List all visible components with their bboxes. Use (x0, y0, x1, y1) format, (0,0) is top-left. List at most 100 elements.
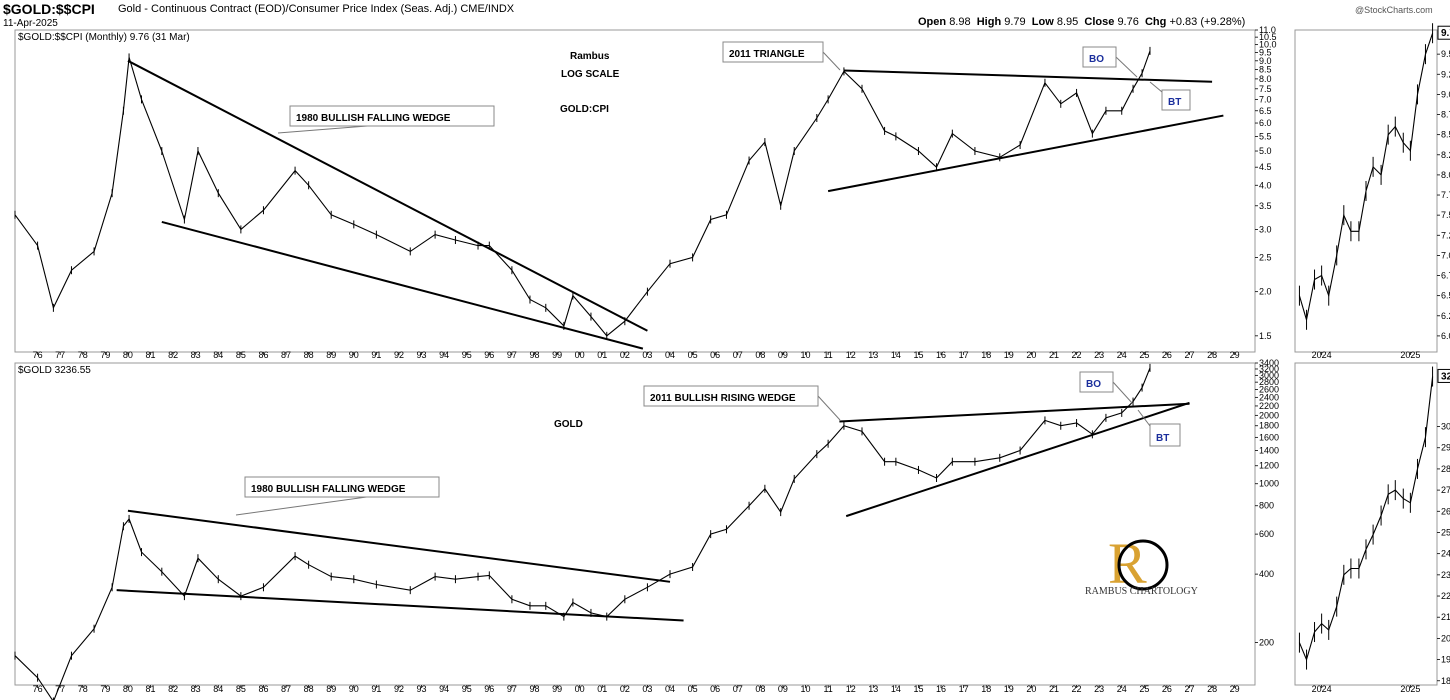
top-x-tick-label-4: 80 (123, 350, 133, 360)
bottom-annotation-bo-box (1079, 371, 1114, 393)
top-x-tick-label-21: 97 (507, 350, 517, 360)
bottom-zoom-y-tick-label-7: 2500 (1441, 527, 1450, 537)
bottom-annotation-bt-pointer (1137, 409, 1151, 427)
top-x-tick-label-10: 86 (258, 350, 268, 360)
bottom-annotation-bo-pointer (1112, 381, 1134, 405)
top-x-tick-label-31: 07 (733, 350, 743, 360)
bottom-x-tick-label-34: 10 (801, 684, 811, 694)
bottom-zoom-y-tick-label-3: 2100 (1441, 612, 1450, 622)
top-x-tick-label-3: 79 (100, 350, 110, 360)
top-zoom-y-tick-label-8: 8.00 (1441, 170, 1450, 180)
bottom-y-tick-label-15: 3200 (1259, 364, 1279, 374)
top-annotation-triangle: 2011 TRIANGLE (729, 49, 805, 60)
top-y-tick-label-5: 4.0 (1259, 180, 1272, 190)
bottom-x-tick-label-31: 07 (733, 684, 743, 694)
top-x-tick-label-22: 98 (529, 350, 539, 360)
top-annotation-triangle-box (722, 41, 824, 63)
top-zoom-last-value: 9.76 (1441, 28, 1450, 39)
open-label: Open (918, 16, 947, 28)
bottom-zoom-y-tick-label-11: 2900 (1441, 443, 1450, 453)
close-label: Close (1084, 16, 1115, 28)
top-annotation-bo-pointer (1115, 56, 1138, 78)
bottom-x-tick-label-9: 85 (236, 684, 246, 694)
bottom-x-tick-label-26: 02 (620, 684, 630, 694)
top-annotation-bt-pointer (1149, 81, 1163, 93)
bottom-x-tick-label-33: 09 (778, 684, 788, 694)
top-x-tick-label-17: 93 (417, 350, 427, 360)
top-x-tick-label-50: 26 (1162, 350, 1172, 360)
top-y-tick-label-2: 2.5 (1259, 252, 1272, 262)
bottom-x-tick-label-0: 76 (33, 684, 43, 694)
top-x-tick-label-1: 77 (55, 350, 65, 360)
bottom-x-tick-label-19: 95 (462, 684, 472, 694)
bottom-annotation-falling-wedge-box (244, 476, 440, 498)
top-zoom-y-tick-label-6: 7.50 (1441, 210, 1450, 220)
top-x-tick-label-24: 00 (575, 350, 585, 360)
top-zoom-y-tick-label-9: 8.25 (1441, 150, 1450, 160)
open-value: 8.98 (949, 16, 971, 28)
top-zoom-x-tick-label-0: 2024 (1312, 350, 1332, 360)
top-x-tick-label-30: 06 (710, 350, 720, 360)
bottom-x-tick-label-23: 99 (552, 684, 562, 694)
top-x-tick-label-34: 10 (801, 350, 811, 360)
bottom-x-tick-label-40: 16 (936, 684, 946, 694)
top-x-tick-label-41: 17 (959, 350, 969, 360)
top-zoom-y-tick-label-4: 7.00 (1441, 250, 1450, 260)
bottom-y-tick-label-5: 1200 (1259, 461, 1279, 471)
bottom-zoom-y-tick-label-1: 1900 (1441, 655, 1450, 665)
top-panel-frame (14, 29, 1256, 353)
top-annotation-bo: BO (1089, 54, 1104, 65)
bottom-y-tick-label-3: 800 (1259, 501, 1274, 511)
low-label: Low (1031, 16, 1054, 28)
bottom-annotation-rising-wedge-pointer (817, 395, 841, 421)
top-zoom-panel-frame (1294, 29, 1438, 353)
top-y-tick-label-12: 7.5 (1259, 84, 1272, 94)
top-triangle-upper-line (843, 69, 1213, 83)
top-x-tick-label-40: 16 (936, 350, 946, 360)
top-x-tick-label-36: 12 (846, 350, 856, 360)
top-zoom-y-tick-label-11: 8.75 (1441, 110, 1450, 120)
top-x-tick-label-14: 90 (349, 350, 359, 360)
bottom-zoom-last-value-box (1437, 368, 1450, 383)
bottom-x-tick-label-14: 90 (349, 684, 359, 694)
bottom-x-tick-label-53: 29 (1230, 684, 1240, 694)
top-x-tick-label-2: 78 (78, 350, 88, 360)
bottom-zoom-y-tick-label-9: 2700 (1441, 485, 1450, 495)
bottom-rising-wedge-lower-line (845, 401, 1190, 518)
chart-description: Gold - Continuous Contract (EOD)/Consume… (118, 3, 515, 15)
logo-ring (1117, 539, 1169, 591)
bottom-x-tick-label-20: 96 (484, 684, 494, 694)
top-y-tick-label-11: 7.0 (1259, 94, 1272, 104)
bottom-x-tick-label-27: 03 (642, 684, 652, 694)
bottom-zoom-y-tick-label-4: 2200 (1441, 591, 1450, 601)
top-annotation-log-scale: LOG SCALE (561, 69, 620, 80)
stockcharts-credit: @StockCharts.com (1355, 5, 1433, 15)
top-x-tick-label-7: 83 (191, 350, 201, 360)
top-zoom-y-tick-label-1: 6.25 (1441, 311, 1450, 321)
top-x-tick-label-47: 23 (1094, 350, 1104, 360)
top-x-tick-label-42: 18 (981, 350, 991, 360)
top-x-tick-label-13: 89 (326, 350, 336, 360)
top-wedge-lower-line (161, 220, 644, 350)
top-x-tick-label-35: 11 (823, 350, 832, 360)
top-annotation-bo-box (1082, 46, 1117, 68)
top-y-tick-label-3: 3.0 (1259, 224, 1272, 234)
bottom-legend: $GOLD 3236.55 (18, 365, 91, 376)
bottom-x-tick-label-48: 24 (1117, 684, 1127, 694)
top-x-tick-label-26: 02 (620, 350, 630, 360)
top-x-tick-label-39: 15 (913, 350, 923, 360)
bottom-annotation-gold: GOLD (554, 419, 583, 430)
top-x-tick-label-38: 14 (891, 350, 901, 360)
bottom-x-tick-label-5: 81 (146, 684, 156, 694)
top-zoom-y-tick-label-10: 8.50 (1441, 130, 1450, 140)
bottom-y-tick-label-9: 2000 (1259, 410, 1279, 420)
bottom-x-tick-label-10: 86 (258, 684, 268, 694)
top-x-tick-label-27: 03 (642, 350, 652, 360)
high-label: High (976, 16, 1002, 28)
bottom-x-tick-label-35: 11 (823, 684, 832, 694)
top-x-tick-label-12: 88 (304, 350, 314, 360)
bottom-annotation-falling-wedge: 1980 BULLISH FALLING WEDGE (251, 484, 406, 495)
top-zoom-y-tick-label-2: 6.50 (1441, 291, 1450, 301)
top-y-tick-label-13: 8.0 (1259, 74, 1272, 84)
